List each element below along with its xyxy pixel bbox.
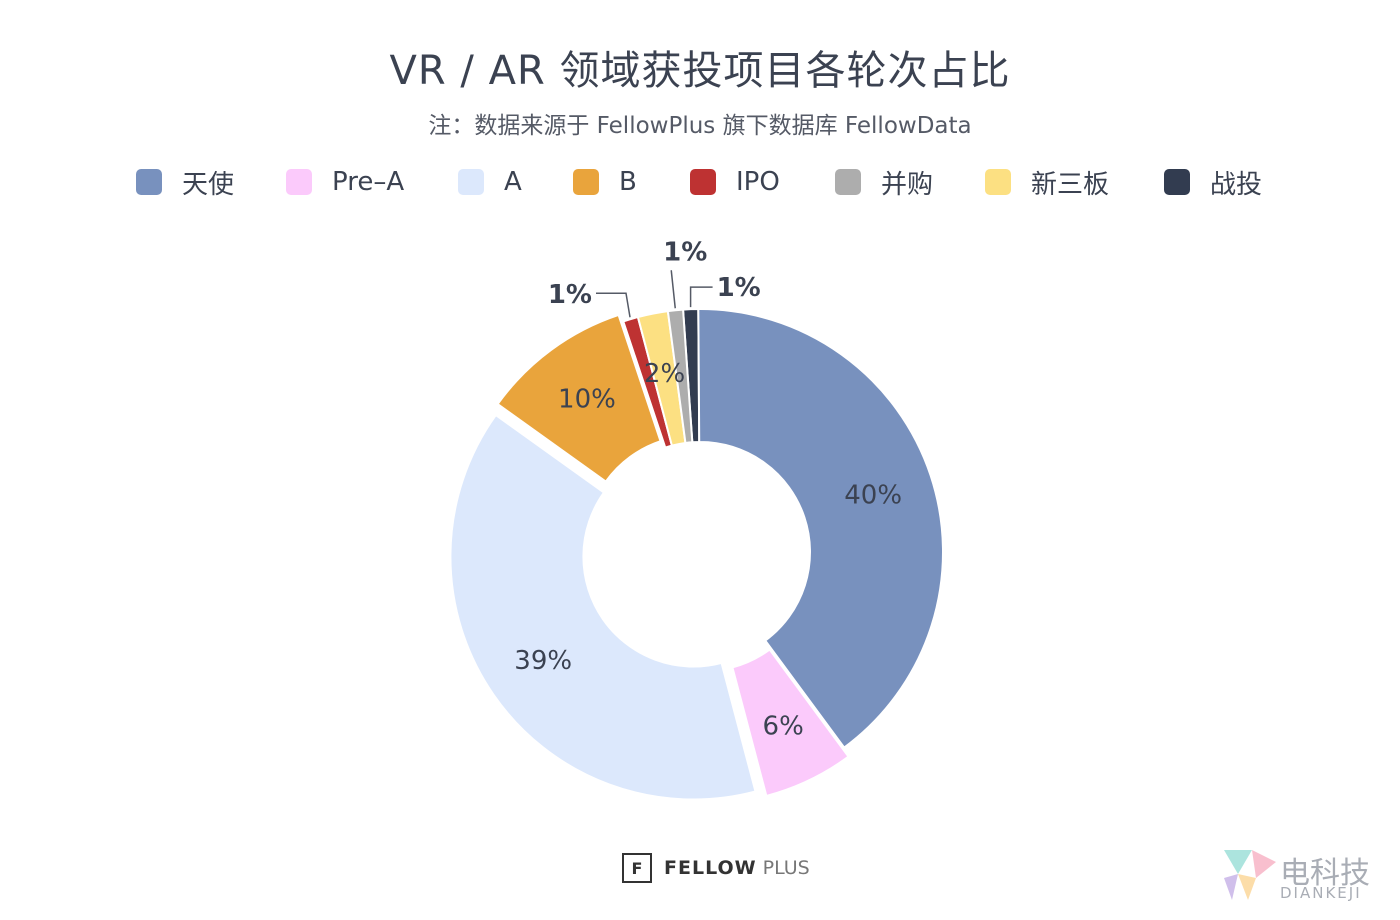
legend-item-ipo[interactable]: IPO <box>690 160 780 204</box>
legend-swatch <box>136 169 162 195</box>
slice-pre-a[interactable] <box>731 648 850 798</box>
legend: 天使 Pre–A A B IPO 并购 新三板 战投 <box>0 160 1400 204</box>
data-label: 2% <box>644 359 685 389</box>
data-label: 1% <box>663 237 707 267</box>
legend-label: 天使 <box>182 169 235 200</box>
slice-b[interactable] <box>496 313 662 483</box>
leader-line <box>689 286 713 308</box>
legend-item-acquisition[interactable]: 并购 <box>835 160 933 204</box>
diankeji-logo-icon <box>1224 850 1276 900</box>
legend-swatch <box>286 169 312 195</box>
legend-item-pre-a[interactable]: Pre–A <box>286 160 404 204</box>
legend-label: B <box>619 167 637 197</box>
slice-并购[interactable] <box>666 308 694 445</box>
legend-label: 战投 <box>1210 169 1263 200</box>
legend-swatch <box>458 169 484 195</box>
footer-brand-light: PLUS <box>762 857 810 879</box>
legend-item-b[interactable]: B <box>573 160 637 204</box>
fellowplus-logo-icon: F <box>622 853 652 883</box>
footer-brand: F FELLOW PLUS <box>622 850 810 886</box>
legend-swatch <box>690 169 716 195</box>
data-label: 10% <box>558 385 616 415</box>
watermark-cn: 电科技 <box>1280 856 1370 891</box>
watermark: 电科技 DIANKEJI <box>1222 848 1392 908</box>
legend-item-angel[interactable]: 天使 <box>136 160 234 204</box>
data-label: 1% <box>717 273 761 303</box>
legend-label: 新三板 <box>1031 169 1110 200</box>
data-label: 6% <box>763 712 804 742</box>
legend-swatch <box>1164 169 1190 195</box>
data-label: 39% <box>514 646 572 676</box>
slice-天使[interactable] <box>697 308 944 749</box>
legend-swatch <box>573 169 599 195</box>
legend-label: 并购 <box>881 169 934 200</box>
legend-label: A <box>504 167 522 197</box>
chart-subtitle: 注：数据来源于 FellowPlus 旗下数据库 FellowData <box>428 113 972 139</box>
leader-line <box>670 270 676 309</box>
legend-item-strategic[interactable]: 战投 <box>1164 160 1262 204</box>
footer-brand-bold: FELLOW <box>664 857 757 879</box>
legend-item-a[interactable]: A <box>458 160 522 204</box>
chart-title: VR / AR 领域获投项目各轮次占比 <box>389 48 1011 94</box>
data-label: 40% <box>844 480 902 510</box>
watermark-en: DIANKEJI <box>1280 884 1362 902</box>
legend-item-neeq[interactable]: 新三板 <box>985 160 1109 204</box>
slice-a[interactable] <box>449 413 757 801</box>
legend-label: Pre–A <box>332 167 405 197</box>
legend-label: IPO <box>736 167 780 197</box>
leader-line <box>596 292 631 318</box>
legend-swatch <box>835 169 861 195</box>
data-label: 1% <box>548 280 592 310</box>
legend-swatch <box>985 169 1011 195</box>
